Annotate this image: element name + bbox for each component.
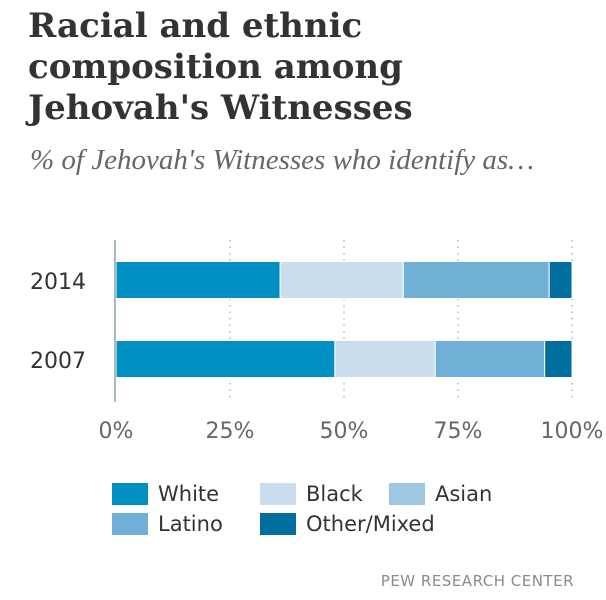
bar-segment-white: [115, 340, 336, 378]
bar-segment-other-mixed: [548, 261, 573, 299]
category-label: 2007: [30, 349, 86, 374]
bar-segment-other-mixed: [544, 340, 573, 378]
legend-swatch-other-mixed: [260, 513, 296, 535]
category-label: 2014: [30, 270, 86, 295]
legend-label: White: [158, 482, 220, 506]
legend-swatch-latino: [112, 513, 148, 535]
legend-label: Other/Mixed: [306, 512, 435, 536]
source-credit: PEW RESEARCH CENTER: [380, 572, 574, 590]
bar-segment-black: [334, 340, 436, 378]
x-tick-label: 50%: [320, 419, 369, 444]
bar-segment-black: [279, 261, 404, 299]
legend-swatch-white: [112, 483, 148, 505]
bar-segment-white: [115, 261, 281, 299]
stacked-bar-chart: 2014 2007 0% 25% 50% 75% 100%: [30, 240, 604, 444]
legend-label: Asian: [435, 482, 493, 506]
x-tick-label: 75%: [434, 419, 483, 444]
legend-label: Black: [306, 482, 363, 506]
legend: White Black Asian Latino Other/Mixed: [112, 481, 552, 543]
chart-subtitle: % of Jehovah's Witnesses who identify as…: [30, 144, 534, 176]
x-tick-label: 0%: [99, 419, 134, 444]
x-tick-label: 100%: [541, 419, 604, 444]
bar-segment-latino: [434, 340, 546, 378]
chart-title: Racial and ethnic composition among Jeho…: [28, 6, 413, 128]
bar-segment-latino: [402, 261, 550, 299]
legend-label: Latino: [158, 512, 223, 536]
legend-swatch-asian: [389, 483, 425, 505]
x-tick-label: 25%: [206, 419, 255, 444]
legend-swatch-black: [260, 483, 296, 505]
